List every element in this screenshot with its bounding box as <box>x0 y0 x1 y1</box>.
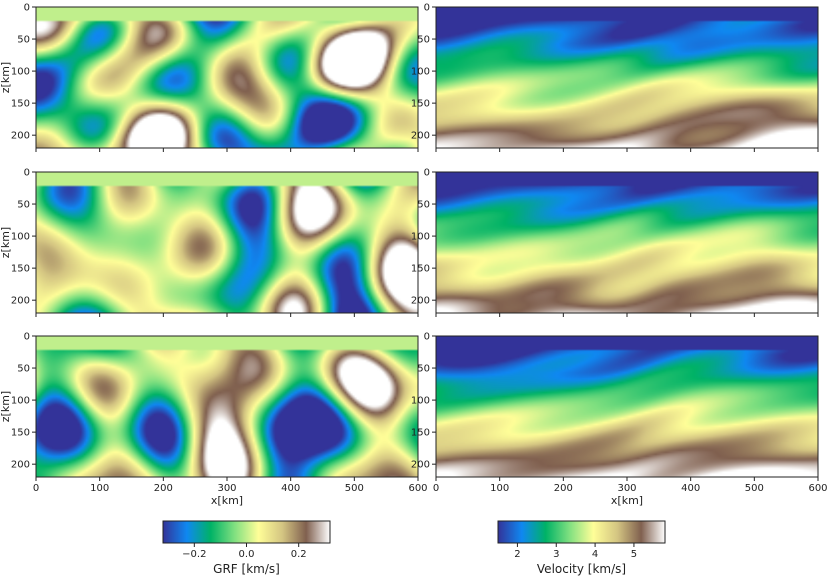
x-tick-label: 600 <box>808 483 827 494</box>
x-tick-label: 0 <box>433 483 439 494</box>
x-tick-label: 500 <box>745 483 764 494</box>
x-axis-label: x[km] <box>611 494 643 507</box>
x-tick-label: 300 <box>217 483 236 494</box>
y-tick-label: 100 <box>411 396 430 407</box>
panel-velocity-2: 0 50 100 150 200 <box>411 168 819 317</box>
y-tick-label: 100 <box>11 232 30 243</box>
colorbar-tick-label: 2 <box>514 549 520 560</box>
panel-grf-3: 0 100 200 300 400 500 600050100150200z[km]x[km… <box>0 332 428 508</box>
y-tick-label: 200 <box>411 460 430 471</box>
colorbar-tick-label: 4 <box>592 549 598 560</box>
y-tick-label: 50 <box>17 364 30 375</box>
colorbar-label: Velocity [km/s] <box>537 562 626 576</box>
x-tick-label: 100 <box>490 483 509 494</box>
colorbar-grf: −0.2 0.0 0.2 GRF [km/s] <box>162 520 331 576</box>
colorbar-tick-label: 0.2 <box>291 549 307 560</box>
field-image <box>436 7 818 148</box>
x-tick-label: 300 <box>617 483 636 494</box>
y-tick-label: 50 <box>417 35 430 46</box>
y-tick-label: 150 <box>411 264 430 275</box>
colorbar-gradient <box>162 520 331 544</box>
y-tick-label: 150 <box>411 99 430 110</box>
panel-velocity-1: 0 50 100 150 200 <box>411 3 819 152</box>
y-tick-label: 0 <box>24 168 30 179</box>
field-image <box>36 7 418 148</box>
y-tick-label: 150 <box>11 428 30 439</box>
y-axis-label: z[km] <box>0 391 12 422</box>
field-image <box>36 172 418 313</box>
y-tick-label: 50 <box>17 200 30 211</box>
colorbar-gradient <box>497 520 666 544</box>
x-tick-label: 200 <box>154 483 173 494</box>
field-image <box>436 336 818 477</box>
y-tick-label: 100 <box>411 67 430 78</box>
y-axis-label: z[km] <box>0 62 12 93</box>
y-tick-label: 0 <box>424 332 430 343</box>
y-tick-label: 150 <box>11 99 30 110</box>
panel-grf-1: 0 50 100 150 200 z[km] <box>0 3 419 152</box>
x-axis-label: x[km] <box>211 494 243 507</box>
y-tick-label: 150 <box>411 428 430 439</box>
colorbar-tick-label: −0.2 <box>182 549 206 560</box>
field-image <box>436 172 818 313</box>
colorbar-label: GRF [km/s] <box>213 562 280 576</box>
colorbar-velocity: 2 3 4 5 Velocity [km/s] <box>497 520 666 576</box>
y-tick-label: 0 <box>424 168 430 179</box>
colorbar-tick-label: 5 <box>631 549 637 560</box>
y-axis-label: z[km] <box>0 227 12 258</box>
x-tick-label: 500 <box>345 483 364 494</box>
panel-velocity-3: 0 100 200 300 400 500 600 0 50 100 150 200 x[km] <box>411 332 828 508</box>
y-tick-label: 100 <box>11 396 30 407</box>
x-tick-label: 100 <box>90 483 109 494</box>
x-tick-label: 400 <box>681 483 700 494</box>
y-tick-label: 200 <box>411 131 430 142</box>
y-tick-label: 150 <box>11 264 30 275</box>
y-tick-label: 200 <box>411 296 430 307</box>
y-tick-label: 50 <box>17 35 30 46</box>
y-tick-label: 50 <box>417 364 430 375</box>
x-tick-label: 400 <box>281 483 300 494</box>
colorbar-tick-label: 3 <box>553 549 559 560</box>
x-tick-label: 200 <box>554 483 573 494</box>
panel-grf-2: 0 50 100 150 200 z[km] <box>0 168 419 317</box>
y-tick-label: 100 <box>11 67 30 78</box>
colorbar-tick-label: 0.0 <box>239 549 255 560</box>
x-tick-label: 0 <box>33 483 39 494</box>
y-tick-label: 0 <box>424 3 430 14</box>
field-image <box>36 336 418 477</box>
x-tick-label: 600 <box>408 483 427 494</box>
y-tick-label: 50 <box>417 200 430 211</box>
y-tick-label: 0 <box>24 3 30 14</box>
y-tick-label: 200 <box>11 131 30 142</box>
y-tick-label: 200 <box>11 460 30 471</box>
y-tick-label: 0 <box>24 332 30 343</box>
y-tick-label: 100 <box>411 232 430 243</box>
y-tick-label: 200 <box>11 296 30 307</box>
